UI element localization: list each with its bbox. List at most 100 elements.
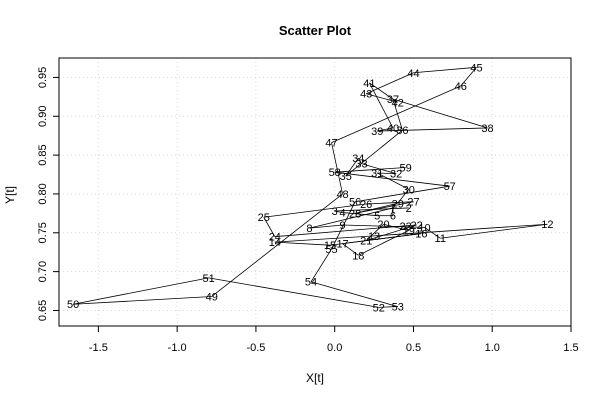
- point-label: 19: [403, 225, 415, 237]
- y-tick-label: 0.65: [37, 300, 49, 321]
- point-label: 13: [368, 231, 380, 243]
- connector-segment: [334, 171, 450, 187]
- point-label: 38: [481, 123, 493, 135]
- connector-segment: [331, 142, 343, 195]
- point-label: 28: [349, 208, 361, 220]
- connector-segment: [310, 248, 332, 282]
- x-tick-label: -0.5: [246, 342, 265, 354]
- point-label: 10: [418, 222, 430, 234]
- connector-segment: [355, 185, 450, 203]
- x-tick-label: 1.0: [485, 342, 500, 354]
- connector-segment: [369, 82, 398, 103]
- connector-segment: [334, 167, 406, 173]
- point-label: 34: [352, 153, 364, 165]
- chart-title: Scatter Plot: [279, 23, 352, 38]
- y-tick-label: 0.90: [37, 106, 49, 127]
- connector-segment: [342, 233, 422, 245]
- y-axis-label: Y[t]: [3, 186, 17, 204]
- point-label: 29: [392, 198, 404, 210]
- connector-segment: [377, 127, 488, 132]
- point-label: 7: [390, 203, 396, 215]
- point-label: 17: [336, 239, 348, 251]
- point-label: 14: [269, 237, 281, 249]
- point-label: 46: [455, 81, 467, 93]
- y-tick-label: 0.85: [37, 144, 49, 165]
- point-label: 51: [203, 273, 215, 285]
- connector-segment: [73, 296, 212, 305]
- connector-segment: [334, 210, 343, 213]
- point-label: 39: [371, 126, 383, 138]
- connector-segment: [345, 129, 403, 177]
- point-label: 2: [406, 203, 412, 215]
- point-label: 58: [329, 167, 341, 179]
- point-label: 55: [325, 244, 337, 256]
- connector-segment: [366, 224, 417, 241]
- connector-segment: [392, 99, 403, 131]
- point-label: 32: [390, 169, 402, 181]
- point-label: 40: [387, 123, 399, 135]
- connector-segment: [374, 223, 548, 237]
- connector-segment: [263, 217, 276, 237]
- x-tick-label: 0.5: [406, 342, 421, 354]
- connector-segment: [309, 224, 343, 229]
- point-label: 37: [387, 94, 399, 106]
- connector-segment: [310, 281, 398, 307]
- point-label: 44: [407, 68, 419, 80]
- x-axis: -1.5 -1.0 -0.5 0.0 0.5 1.0 1.5: [89, 325, 579, 354]
- point-label: 56: [349, 197, 361, 209]
- connector-segment: [358, 230, 409, 256]
- connector-segment: [365, 223, 384, 241]
- connector-segment: [331, 85, 461, 144]
- point-label: 12: [541, 219, 553, 231]
- connector-segment: [366, 93, 398, 103]
- connector-segment: [378, 306, 398, 308]
- connector-segment: [424, 227, 441, 239]
- x-axis-label: X[t]: [306, 371, 324, 385]
- connector-segment: [342, 243, 359, 256]
- connector-segment: [331, 201, 356, 250]
- x-tick-label: -1.0: [168, 342, 187, 354]
- connector-segment: [377, 127, 394, 132]
- point-label: 42: [392, 97, 404, 109]
- point-label: 50: [67, 299, 79, 311]
- point-label: 23: [399, 221, 411, 233]
- point-label: 24: [269, 232, 281, 244]
- connector-segment: [377, 172, 409, 190]
- point-label: 49: [206, 291, 218, 303]
- connector-segment: [377, 172, 397, 175]
- point-label: 27: [407, 197, 419, 209]
- connector-segment: [397, 189, 410, 204]
- point-label: 9: [340, 220, 346, 232]
- point-label: 43: [360, 89, 372, 101]
- connector-segment: [357, 158, 362, 164]
- point-label: 4: [340, 208, 346, 220]
- connector-segment: [342, 212, 378, 217]
- point-label: 3: [332, 206, 338, 218]
- point-label: 5: [374, 211, 380, 223]
- connector-segment: [366, 201, 414, 205]
- point-label: 15: [324, 240, 336, 252]
- x-tick-label: -1.5: [89, 342, 108, 354]
- connector-segment: [274, 241, 330, 246]
- connector-segment: [355, 202, 398, 214]
- point-label: 30: [403, 184, 415, 196]
- point-label: 45: [470, 62, 482, 74]
- point-label: 31: [371, 168, 383, 180]
- connector-segment: [211, 193, 343, 297]
- connector-segment: [263, 203, 367, 218]
- connector-segment: [361, 163, 397, 175]
- connecting-line: [73, 66, 548, 308]
- point-label: 41: [363, 78, 375, 90]
- point-label: 59: [399, 163, 411, 175]
- point-label: 53: [392, 302, 404, 314]
- point-label: 35: [340, 171, 352, 183]
- point-label: 54: [305, 277, 317, 289]
- point-label: 18: [352, 250, 364, 262]
- point-label: 26: [360, 199, 372, 211]
- connector-segment: [73, 277, 209, 305]
- point-label: 47: [325, 138, 337, 150]
- point-label: 6: [390, 211, 396, 223]
- point-label: 22: [410, 220, 422, 232]
